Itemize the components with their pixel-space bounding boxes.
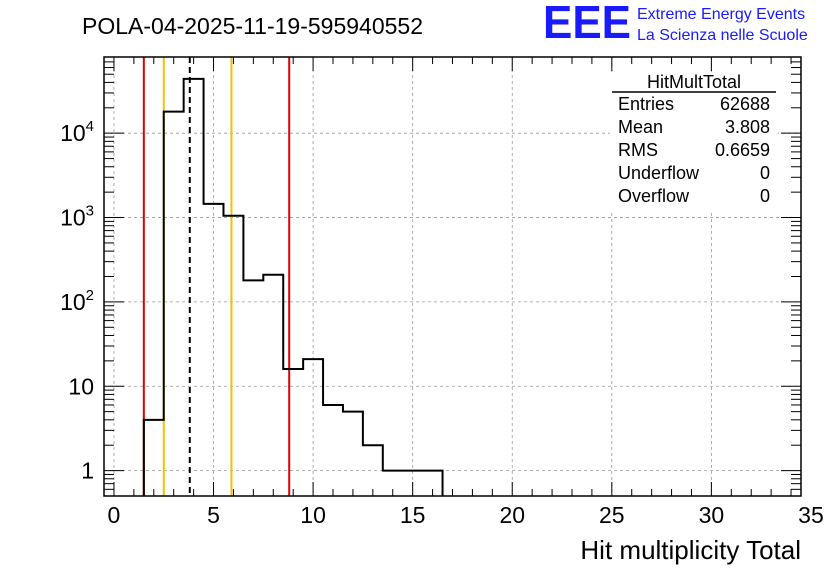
x-tick-label: 30: [699, 502, 725, 528]
stats-title: HitMultTotal: [647, 72, 741, 92]
histogram-bin: [144, 420, 164, 496]
y-tick-label: 10: [68, 373, 94, 399]
histogram-bin: [263, 275, 283, 496]
histogram-bin: [204, 204, 224, 496]
stats-row-value: 0: [760, 163, 770, 183]
stats-box-background: [610, 72, 778, 212]
x-axis-label: Hit multiplicity Total: [580, 535, 801, 565]
stats-row-label: Entries: [618, 94, 674, 114]
eee-logo: EEE Extreme Energy Events La Scienza nel…: [543, 0, 808, 48]
stats-row-label: RMS: [618, 140, 658, 160]
chart-title: POLA-04-2025-11-19-595940552: [82, 13, 423, 39]
stats-row-label: Mean: [618, 117, 663, 137]
histogram-bin: [363, 445, 383, 496]
histogram-bin: [184, 79, 204, 496]
x-tick-label: 0: [108, 502, 121, 528]
histogram-bin: [243, 280, 263, 496]
logo-line-1: Extreme Energy Events: [637, 6, 805, 23]
stats-box: HitMultTotal Entries 62688 Mean 3.808 RMS 0.6…: [610, 72, 778, 212]
y-tick-label: 104: [60, 118, 94, 146]
x-tick-label: 15: [400, 502, 426, 528]
stats-row-value: 3.808: [725, 117, 770, 137]
stats-row-value: 62688: [720, 94, 770, 114]
x-tick-label: 25: [599, 502, 625, 528]
stats-row-value: 0.6659: [715, 140, 770, 160]
stats-row-value: 0: [760, 186, 770, 206]
logo-letters: EEE: [543, 0, 631, 48]
x-tick-label: 10: [300, 502, 326, 528]
y-tick-label: 1: [81, 458, 94, 484]
y-tick-labels: 1 10 102 103 104: [60, 118, 94, 483]
histogram-bin: [323, 405, 343, 496]
x-tick-labels: 0 5 10 15 20 25 30 35: [108, 502, 824, 528]
stats-row-label: Overflow: [618, 186, 690, 206]
histogram-bin: [283, 369, 303, 496]
y-tick-label: 102: [60, 287, 94, 315]
histogram-bin: [303, 359, 323, 496]
logo-line-2: La Scienza nelle Scuole: [637, 27, 808, 44]
histogram-outline: [142, 77, 444, 496]
x-tick-label: 35: [798, 502, 824, 528]
histogram-bin: [164, 112, 184, 496]
histogram-bin: [223, 216, 243, 496]
x-tick-label: 20: [499, 502, 525, 528]
x-tick-label: 5: [207, 502, 220, 528]
histogram-series: [142, 77, 444, 496]
y-tick-label: 103: [60, 203, 94, 231]
histogram-bin: [343, 412, 363, 496]
stats-row-label: Underflow: [618, 163, 700, 183]
axis-ticks: [104, 56, 801, 497]
